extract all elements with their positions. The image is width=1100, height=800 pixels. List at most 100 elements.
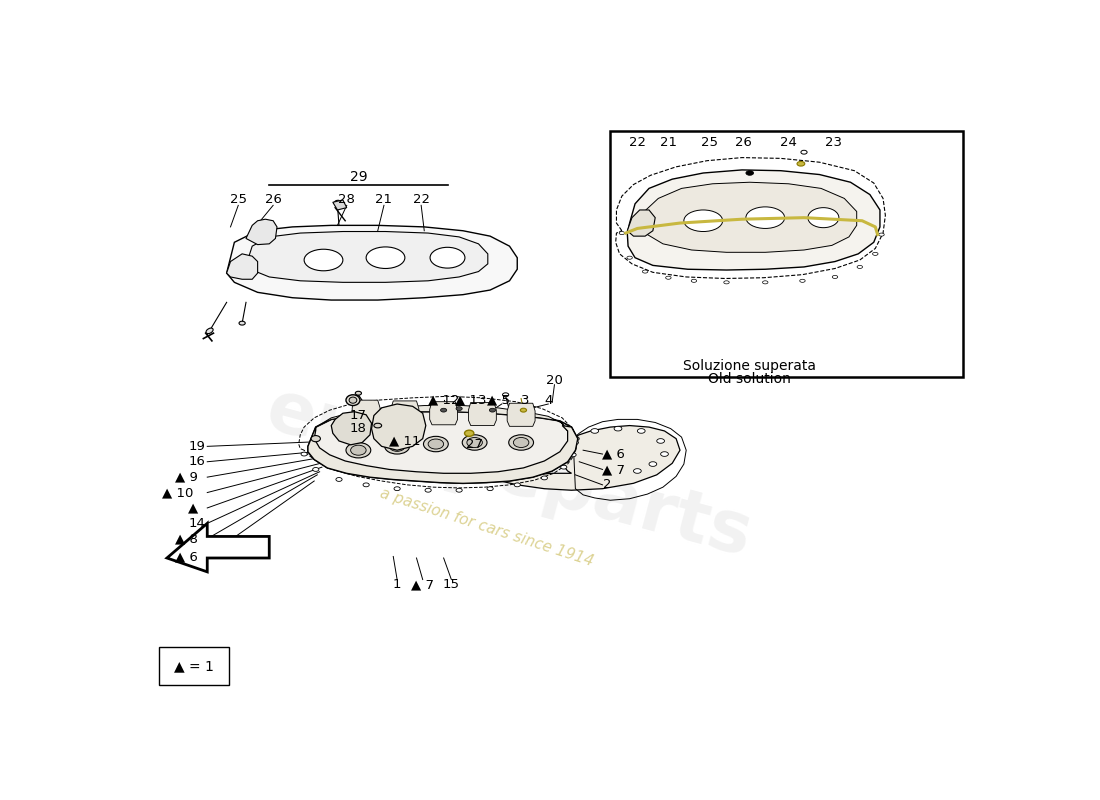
Ellipse shape [425, 488, 431, 492]
Ellipse shape [508, 435, 534, 450]
Ellipse shape [312, 467, 319, 471]
Text: ▲ 10: ▲ 10 [162, 486, 194, 499]
Ellipse shape [389, 442, 405, 451]
Text: ▲ 7: ▲ 7 [603, 463, 626, 476]
Ellipse shape [490, 408, 495, 412]
Ellipse shape [872, 252, 878, 255]
Text: ▲ 9: ▲ 9 [175, 470, 198, 484]
Polygon shape [246, 231, 487, 282]
Text: 15: 15 [443, 578, 460, 591]
Ellipse shape [349, 397, 356, 403]
Text: 19: 19 [189, 440, 206, 453]
Ellipse shape [394, 486, 400, 490]
Ellipse shape [311, 435, 320, 442]
Ellipse shape [351, 445, 366, 455]
Ellipse shape [642, 270, 648, 273]
Polygon shape [430, 402, 458, 425]
Ellipse shape [666, 276, 671, 279]
Ellipse shape [833, 275, 838, 278]
Ellipse shape [800, 279, 805, 282]
Text: ▲ 12: ▲ 12 [428, 394, 460, 406]
Ellipse shape [691, 279, 696, 282]
Ellipse shape [206, 328, 213, 334]
Polygon shape [331, 412, 372, 445]
Ellipse shape [503, 393, 508, 397]
Polygon shape [390, 401, 419, 424]
Ellipse shape [520, 408, 527, 412]
Ellipse shape [304, 250, 343, 270]
Ellipse shape [346, 442, 371, 458]
Ellipse shape [541, 476, 548, 480]
Text: Soluzione superata: Soluzione superata [683, 359, 816, 374]
Text: ▲ 5: ▲ 5 [487, 394, 510, 406]
Polygon shape [352, 400, 381, 423]
Text: 22: 22 [412, 194, 430, 206]
Polygon shape [308, 412, 578, 483]
Polygon shape [227, 254, 257, 279]
Ellipse shape [514, 483, 520, 486]
Ellipse shape [462, 435, 487, 450]
Polygon shape [333, 200, 346, 210]
Polygon shape [469, 402, 496, 426]
Ellipse shape [684, 210, 723, 231]
Text: 28: 28 [339, 194, 355, 206]
Text: 3: 3 [520, 394, 529, 406]
Ellipse shape [724, 281, 729, 284]
Text: ▲ 11: ▲ 11 [389, 434, 420, 447]
Text: 4: 4 [544, 394, 552, 406]
Ellipse shape [572, 441, 579, 445]
Ellipse shape [466, 438, 483, 447]
Ellipse shape [801, 150, 807, 154]
Ellipse shape [661, 452, 669, 456]
Polygon shape [641, 182, 857, 252]
Text: ▲ = 1: ▲ = 1 [174, 659, 214, 673]
Text: ▲ 7: ▲ 7 [411, 578, 434, 591]
Text: ▲ 6: ▲ 6 [175, 550, 198, 563]
Text: 26: 26 [265, 194, 282, 206]
Ellipse shape [649, 462, 657, 466]
Ellipse shape [385, 438, 409, 454]
Ellipse shape [762, 281, 768, 284]
Text: 21: 21 [660, 136, 676, 149]
Polygon shape [167, 523, 270, 572]
Ellipse shape [366, 247, 405, 269]
Polygon shape [627, 210, 656, 236]
Ellipse shape [514, 438, 529, 447]
Ellipse shape [424, 436, 449, 452]
Text: ▲ 8: ▲ 8 [175, 532, 198, 546]
Text: 2: 2 [603, 478, 611, 491]
Ellipse shape [374, 423, 382, 428]
Text: ▲ 6: ▲ 6 [603, 447, 626, 461]
Polygon shape [627, 170, 880, 270]
Ellipse shape [456, 488, 462, 492]
Text: 25: 25 [230, 194, 246, 206]
Text: 16: 16 [189, 455, 206, 468]
Ellipse shape [627, 256, 632, 259]
Ellipse shape [363, 483, 370, 486]
Text: 25: 25 [701, 136, 718, 149]
Ellipse shape [746, 170, 754, 175]
Text: 23: 23 [825, 136, 842, 149]
Ellipse shape [239, 322, 245, 325]
Polygon shape [507, 403, 535, 426]
Text: 17: 17 [350, 409, 367, 422]
Ellipse shape [456, 406, 462, 410]
Ellipse shape [614, 426, 622, 431]
Ellipse shape [637, 429, 645, 434]
Text: europeparts: europeparts [258, 375, 760, 571]
Text: 27: 27 [466, 438, 483, 451]
Ellipse shape [430, 247, 465, 268]
Polygon shape [372, 404, 426, 450]
Text: 14: 14 [189, 517, 206, 530]
Ellipse shape [857, 266, 862, 269]
Polygon shape [308, 426, 578, 483]
Ellipse shape [301, 452, 307, 456]
Text: 18: 18 [350, 422, 366, 435]
Ellipse shape [591, 429, 598, 434]
Ellipse shape [561, 466, 566, 469]
FancyBboxPatch shape [160, 646, 229, 685]
Ellipse shape [798, 162, 805, 166]
Ellipse shape [634, 469, 641, 474]
Ellipse shape [428, 439, 443, 449]
Ellipse shape [440, 408, 447, 412]
